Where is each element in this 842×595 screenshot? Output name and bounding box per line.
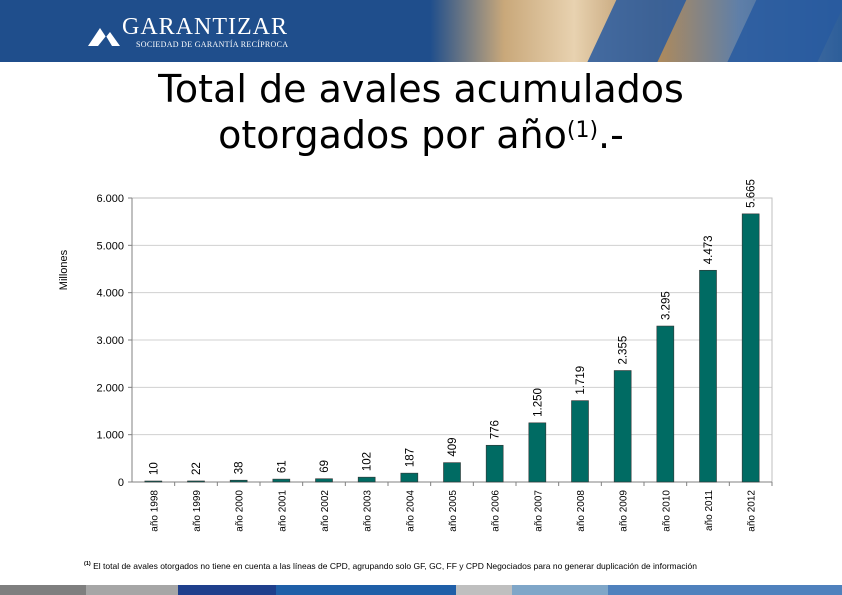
- bar: [613, 370, 632, 483]
- bar: [571, 400, 589, 483]
- bottom-bar-segment: [276, 585, 456, 595]
- title-superscript: (1): [566, 118, 599, 143]
- data-label: 4.473: [703, 235, 715, 264]
- x-tick-label: año 2000: [235, 490, 246, 532]
- data-label: 61: [276, 460, 288, 473]
- grid-lines: [132, 197, 772, 436]
- bar: [272, 478, 291, 483]
- bar: [528, 422, 547, 483]
- title-line-1: Total de avales acumulados: [158, 67, 684, 111]
- footnote-marker: (1): [84, 561, 91, 568]
- data-label: 776: [490, 420, 502, 439]
- bar: [229, 479, 248, 483]
- bar: [741, 213, 760, 483]
- y-tick-label: 2.000: [96, 382, 124, 394]
- x-tick-label: año 2004: [405, 490, 416, 532]
- data-label: 1.250: [532, 388, 544, 417]
- bottom-bar-segment: [608, 585, 842, 595]
- bar: [187, 480, 205, 483]
- x-tick-label: año 1999: [192, 490, 203, 532]
- bar: [443, 462, 461, 483]
- x-tick-label: año 2009: [619, 490, 630, 532]
- bar: [315, 478, 333, 483]
- bar: [485, 444, 504, 483]
- bottom-bar-segment: [86, 585, 178, 595]
- x-tick-label: año 2003: [363, 490, 374, 532]
- x-tick-label: año 2006: [491, 490, 502, 532]
- footnote: (1) El total de avales otorgados no tien…: [84, 561, 697, 571]
- data-label: 187: [404, 448, 416, 467]
- x-tick-label: año 2001: [277, 490, 288, 532]
- bar: [144, 480, 163, 483]
- data-label: 3.295: [660, 291, 672, 320]
- y-tick-label: 3.000: [96, 335, 124, 347]
- data-label: 1.719: [575, 366, 587, 395]
- y-tick-label: 6.000: [96, 193, 124, 205]
- bottom-bar-segment: [512, 585, 608, 595]
- x-tick-label: año 2007: [533, 490, 544, 532]
- footnote-text: El total de avales otorgados no tiene en…: [93, 561, 697, 571]
- data-label: 5.665: [746, 179, 758, 208]
- y-tick-label: 0: [118, 477, 124, 489]
- y-tick-label: 1.000: [96, 430, 124, 442]
- bar: [656, 325, 675, 483]
- bar-chart: 0 1.000 2.000 3.000 4.000 5.000 6.000 Millones 1…: [58, 179, 773, 532]
- labels: 0 1.000 2.000 3.000 4.000 5.000 6.000 Millones 1…: [58, 179, 758, 532]
- data-label: 22: [191, 462, 203, 475]
- x-tick-label: año 2012: [747, 490, 758, 532]
- data-label: 409: [447, 437, 459, 456]
- bar: [699, 269, 717, 483]
- x-tick-label: año 2002: [320, 490, 331, 532]
- brand-subtitle: SOCIEDAD DE GARANTÍA RECÍPROCA: [136, 40, 289, 49]
- bar: [400, 472, 419, 483]
- y-tick-label: 5.000: [96, 240, 124, 252]
- x-tick-label: año 2010: [661, 490, 672, 532]
- data-label: 38: [234, 461, 246, 474]
- data-label: 69: [319, 460, 331, 473]
- mountain-peaks-icon: [88, 28, 120, 46]
- x-tick-label: año 2005: [448, 490, 459, 532]
- title-suffix: .-: [598, 113, 624, 157]
- bars: [144, 213, 760, 483]
- data-label: 102: [362, 452, 374, 471]
- data-label: 10: [148, 462, 160, 475]
- bar: [357, 476, 376, 483]
- x-tick-label: año 1998: [149, 490, 160, 532]
- x-tick-label: año 2011: [704, 490, 715, 531]
- slide-title: Total de avales acumulados otorgados por…: [0, 66, 842, 158]
- bottom-bar-segment: [456, 585, 512, 595]
- data-label: 2.355: [618, 336, 630, 365]
- title-line-2: otorgados por año: [218, 113, 567, 157]
- y-axis-title: Millones: [58, 249, 70, 290]
- y-tick-label: 4.000: [96, 288, 124, 300]
- brand-name: GARANTIZAR: [122, 14, 288, 40]
- header-banner: GARANTIZAR SOCIEDAD DE GARANTÍA RECÍPROC…: [0, 0, 842, 62]
- bottom-bar-segment: [0, 585, 86, 595]
- x-tick-label: año 2008: [576, 490, 587, 532]
- bottom-bar-segment: [178, 585, 276, 595]
- bottom-color-bar: [0, 585, 842, 595]
